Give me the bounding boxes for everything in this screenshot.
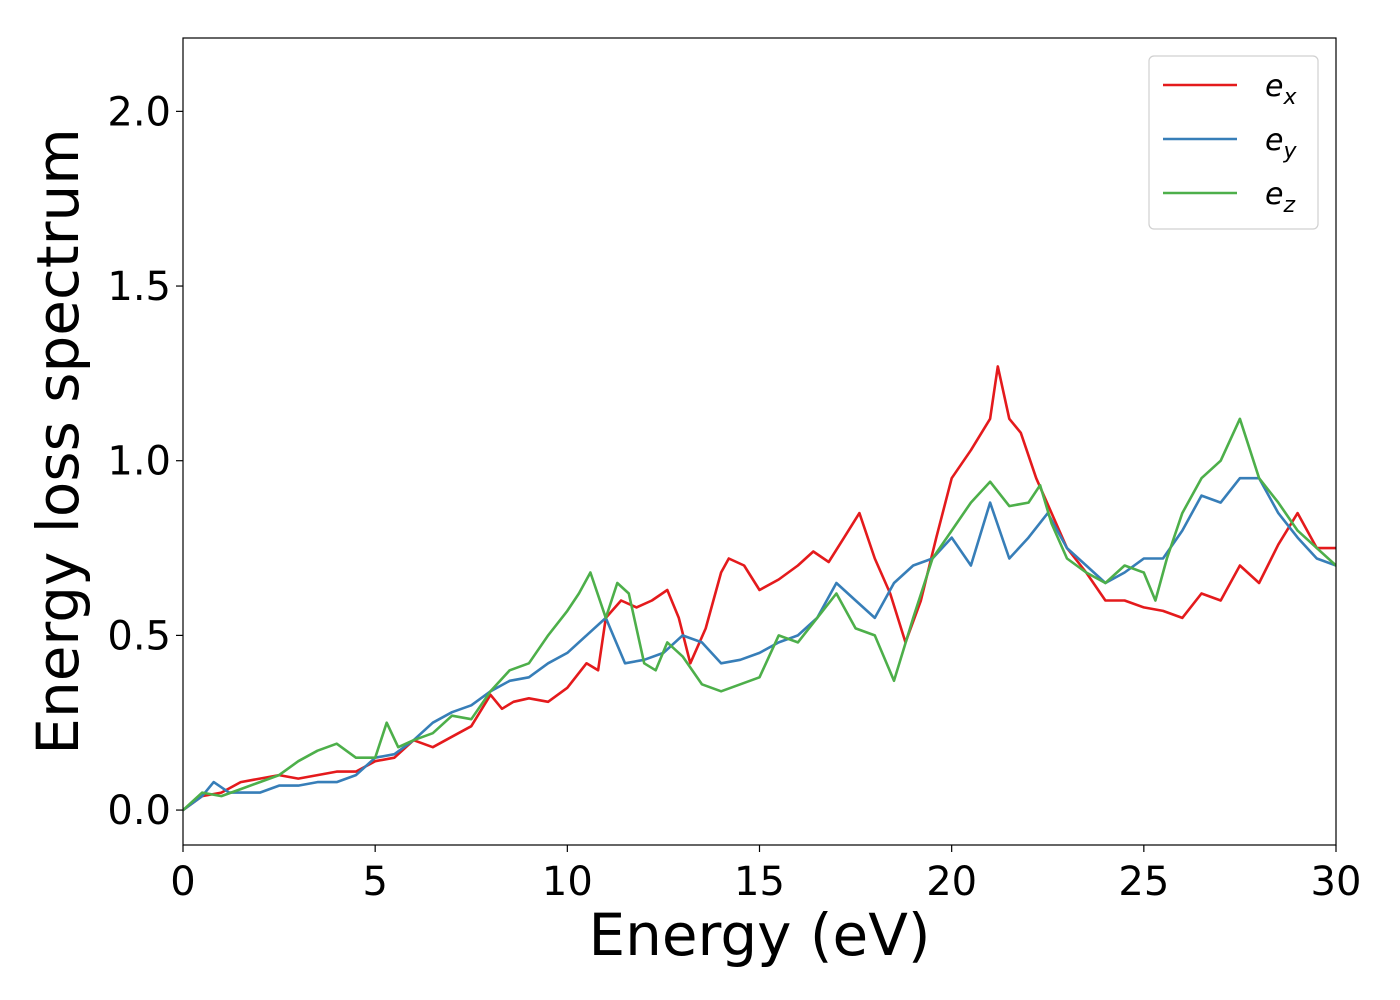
- x-axis-label: Energy (eV): [588, 901, 930, 969]
- y-tick-label: 2.0: [107, 89, 171, 135]
- x-tick-label: 5: [362, 859, 387, 905]
- x-tick-label: 25: [1118, 859, 1169, 905]
- legend-box: [1148, 55, 1319, 230]
- x-tick-label: 10: [542, 859, 593, 905]
- y-axis-label: Energy loss spectrum: [24, 128, 92, 754]
- x-tick-label: 30: [1311, 859, 1362, 905]
- series-line-y: [183, 476, 1336, 812]
- x-tick-label: 0: [170, 859, 195, 905]
- series-line-z: [183, 417, 1336, 812]
- axis-ticks: 0 5 10 15 20 25 30 0.0 0.5 1.0 1.5 2.0: [107, 89, 1361, 905]
- series-layer: [183, 365, 1336, 812]
- y-tick-label: 0.5: [107, 613, 171, 659]
- series-line-x: [183, 365, 1336, 812]
- x-tick-label: 20: [926, 859, 977, 905]
- x-tick-label: 15: [734, 859, 785, 905]
- y-tick-label: 1.5: [107, 264, 171, 310]
- y-tick-label: 1.0: [107, 439, 171, 485]
- y-tick-label: 0.0: [107, 788, 171, 834]
